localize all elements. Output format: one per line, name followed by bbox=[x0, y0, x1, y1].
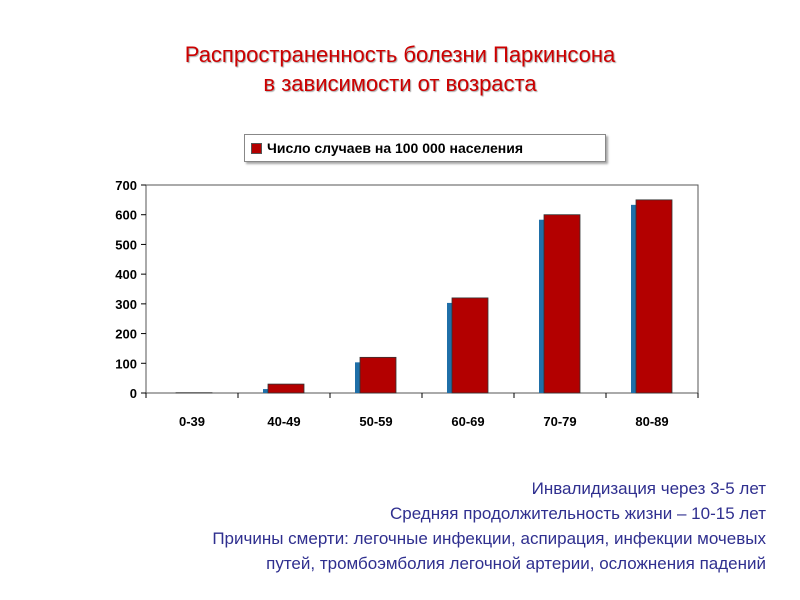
bar-side bbox=[263, 389, 268, 393]
x-tick-label: 60-69 bbox=[451, 414, 484, 429]
bar-side bbox=[539, 219, 544, 393]
bar bbox=[359, 356, 397, 394]
legend-swatch bbox=[251, 143, 262, 154]
bar bbox=[635, 199, 673, 394]
y-tick-label: 300 bbox=[115, 297, 137, 312]
bar-side bbox=[447, 302, 452, 393]
legend: Число случаев на 100 000 населения bbox=[244, 134, 606, 162]
note-line-1: Инвалидизация через 3-5 лет bbox=[531, 479, 766, 498]
y-tick-label: 200 bbox=[115, 327, 137, 342]
x-tick-label: 70-79 bbox=[543, 414, 576, 429]
chart-title: Распространенность болезни Паркинсона в … bbox=[0, 40, 800, 98]
x-tick-label: 80-89 bbox=[635, 414, 668, 429]
plot-area bbox=[145, 184, 699, 394]
note-line-3: Причины смерти: легочные инфекции, аспир… bbox=[212, 529, 766, 548]
legend-label: Число случаев на 100 000 населения bbox=[267, 140, 524, 156]
bar-side bbox=[355, 362, 360, 393]
x-tick-label: 50-59 bbox=[359, 414, 392, 429]
y-tick-label: 600 bbox=[115, 208, 137, 223]
x-tick-label: 0-39 bbox=[179, 414, 205, 429]
note-line-4: путей, тромбоэмболия легочной артерии, о… bbox=[266, 554, 766, 573]
note-line-2: Средняя продолжительность жизни – 10-15 … bbox=[389, 504, 766, 523]
y-tick-label: 700 bbox=[115, 178, 137, 193]
x-tick-label: 40-49 bbox=[267, 414, 300, 429]
y-tick-label: 100 bbox=[115, 356, 137, 371]
notes-block: Инвалидизация через 3-5 лет Средняя прод… bbox=[6, 476, 766, 576]
y-tick-label: 400 bbox=[115, 267, 137, 282]
bar bbox=[451, 297, 489, 394]
y-tick-label: 500 bbox=[115, 237, 137, 252]
bar-side bbox=[631, 204, 636, 393]
y-tick-label: 0 bbox=[130, 386, 137, 401]
bar bbox=[543, 214, 581, 394]
chart-title-line1: Распространенность болезни Паркинсона bbox=[184, 42, 616, 67]
chart-title-line2: в зависимости от возраста bbox=[263, 71, 537, 96]
bar bbox=[267, 383, 305, 394]
